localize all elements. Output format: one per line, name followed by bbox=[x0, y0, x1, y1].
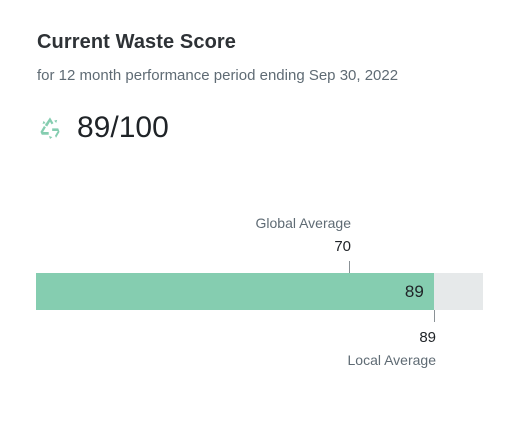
global-average-tick bbox=[349, 261, 350, 273]
card-title: Current Waste Score bbox=[37, 31, 236, 53]
card-subtitle: for 12 month performance period ending S… bbox=[37, 67, 399, 84]
global-average-value: 70 bbox=[334, 238, 351, 255]
recycle-icon bbox=[37, 115, 63, 141]
score-bar-value: 89 bbox=[404, 281, 424, 301]
local-average-label: Local Average bbox=[347, 352, 436, 368]
global-average-label: Global Average bbox=[255, 215, 351, 231]
local-average-value: 89 bbox=[419, 329, 436, 346]
score-row: 89/100 bbox=[37, 110, 169, 146]
score-value: 89/100 bbox=[77, 111, 169, 144]
score-bar-track: 89 bbox=[36, 273, 483, 310]
score-bar-fill bbox=[36, 273, 434, 310]
local-average-tick bbox=[434, 310, 435, 322]
